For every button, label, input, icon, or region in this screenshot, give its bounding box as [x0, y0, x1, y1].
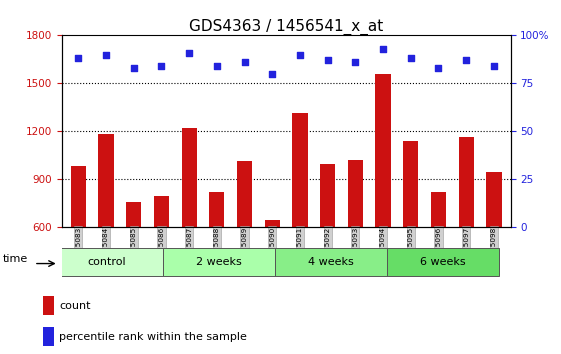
Text: percentile rank within the sample: percentile rank within the sample: [59, 331, 247, 342]
Bar: [348, 160, 363, 227]
Text: GSM675096: GSM675096: [435, 227, 442, 271]
Point: [351, 59, 360, 65]
Point: [296, 52, 305, 57]
Bar: [403, 141, 419, 227]
Bar: [182, 128, 197, 227]
Bar: [375, 74, 390, 227]
Bar: [237, 161, 252, 227]
Bar: [50, 248, 163, 276]
Bar: [43, 327, 54, 346]
Text: time: time: [3, 254, 29, 264]
Text: GSM675098: GSM675098: [491, 227, 497, 271]
Bar: [126, 202, 141, 227]
Bar: [275, 248, 387, 276]
Text: control: control: [88, 257, 126, 267]
Text: GSM675093: GSM675093: [352, 227, 358, 271]
Point: [157, 63, 166, 69]
Point: [129, 65, 138, 71]
Text: GSM675092: GSM675092: [325, 227, 330, 271]
Bar: [387, 248, 499, 276]
Text: 2 weeks: 2 weeks: [196, 257, 242, 267]
Point: [489, 63, 498, 69]
Text: count: count: [59, 301, 91, 310]
Bar: [320, 164, 335, 227]
Text: GSM675094: GSM675094: [380, 227, 386, 271]
Text: GSM675087: GSM675087: [186, 227, 192, 271]
Text: GSM675084: GSM675084: [103, 227, 109, 271]
Text: 4 weeks: 4 weeks: [308, 257, 354, 267]
Text: GSM675083: GSM675083: [75, 227, 81, 271]
Text: GSM675089: GSM675089: [242, 227, 247, 271]
Bar: [265, 220, 280, 227]
Point: [406, 56, 415, 61]
Bar: [209, 192, 224, 227]
Point: [323, 57, 332, 63]
Bar: [163, 248, 275, 276]
Point: [102, 52, 111, 57]
Point: [462, 57, 471, 63]
Point: [213, 63, 222, 69]
Bar: [431, 192, 446, 227]
Bar: [458, 137, 474, 227]
Title: GDS4363 / 1456541_x_at: GDS4363 / 1456541_x_at: [189, 19, 383, 35]
Point: [240, 59, 249, 65]
Text: GSM675088: GSM675088: [214, 227, 220, 271]
Bar: [154, 196, 169, 227]
Point: [185, 50, 194, 56]
Text: GSM675095: GSM675095: [408, 227, 414, 271]
Point: [268, 71, 277, 76]
Text: GSM675091: GSM675091: [297, 227, 303, 271]
Bar: [71, 166, 86, 227]
Point: [74, 56, 83, 61]
Point: [379, 46, 388, 52]
Text: GSM675090: GSM675090: [269, 227, 275, 271]
Text: GSM675086: GSM675086: [158, 227, 164, 271]
Bar: [98, 134, 114, 227]
Text: 6 weeks: 6 weeks: [420, 257, 466, 267]
Bar: [486, 172, 502, 227]
Bar: [43, 296, 54, 315]
Point: [434, 65, 443, 71]
Text: GSM675097: GSM675097: [463, 227, 469, 271]
Text: GSM675085: GSM675085: [131, 227, 137, 271]
Bar: [292, 113, 307, 227]
